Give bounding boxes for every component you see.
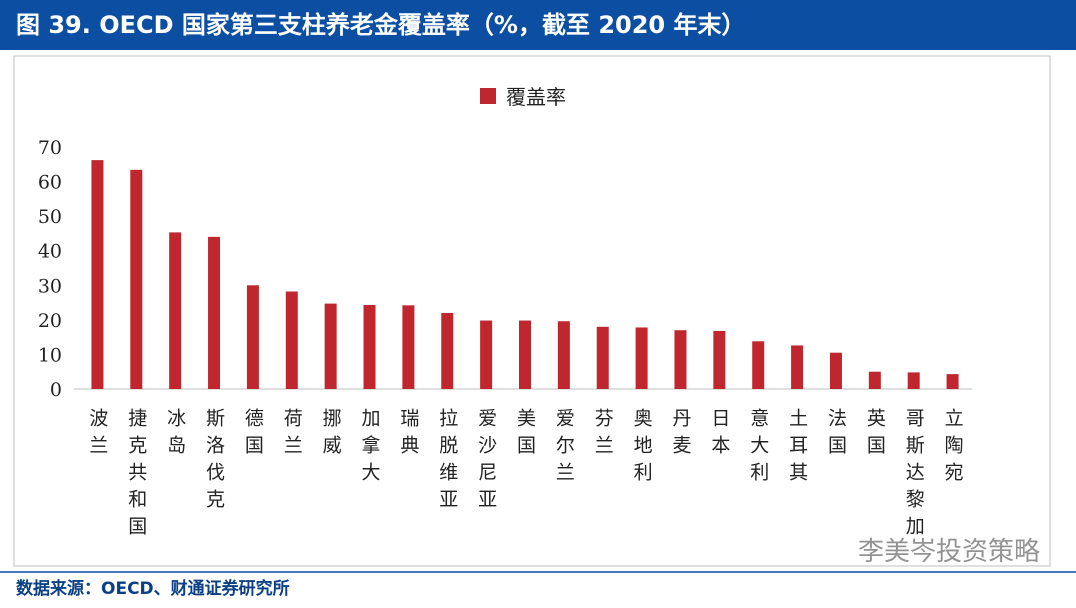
x-tick-label: 加拿大	[359, 408, 381, 489]
bar	[208, 236, 221, 389]
bar	[519, 320, 531, 389]
y-tick-label: 20	[38, 310, 62, 332]
x-tick-label: 斯洛伐克	[203, 408, 225, 516]
y-tick-label: 10	[38, 344, 62, 366]
bar	[635, 327, 648, 389]
y-tick-label: 30	[38, 275, 62, 297]
x-tick-label: 爱沙尼亚	[475, 408, 497, 516]
bar	[363, 304, 376, 389]
x-tick-label: 捷克共和国	[125, 408, 147, 543]
bar	[868, 371, 881, 389]
bar	[557, 321, 570, 389]
x-tick-label: 法国	[825, 408, 847, 462]
x-tick-label: 德国	[242, 408, 264, 462]
x-tick-label: 立陶宛	[942, 408, 964, 489]
x-tick-label: 丹麦	[669, 408, 691, 462]
bar	[91, 160, 104, 389]
x-tick-label: 爱尔兰	[553, 408, 575, 489]
y-tick-label: 0	[50, 379, 62, 401]
y-tick-label: 50	[38, 206, 62, 228]
y-tick-label: 70	[38, 137, 62, 159]
x-tick-label: 冰岛	[164, 408, 186, 462]
bar	[324, 303, 337, 389]
x-tick-label: 瑞典	[397, 408, 419, 462]
bar	[791, 345, 804, 389]
y-tick-label: 60	[38, 172, 62, 194]
x-tick-label: 奥地利	[631, 408, 653, 489]
x-tick-label: 哥斯达黎加	[903, 408, 925, 543]
bar	[829, 352, 842, 389]
chart-frame	[13, 55, 1051, 567]
x-tick-label: 英国	[864, 408, 886, 462]
source-note: 数据来源：OECD、财通证券研究所	[16, 578, 290, 599]
bar	[480, 320, 493, 389]
x-tick-label: 芬兰	[592, 408, 614, 462]
bar	[130, 169, 143, 389]
bar	[441, 312, 454, 389]
chart-title: 图 39. OECD 国家第三支柱养老金覆盖率（%，截至 2020 年末）	[16, 11, 745, 39]
x-tick-label: 波兰	[86, 408, 108, 462]
x-tick-label: 日本	[708, 408, 730, 462]
legend-swatch	[480, 88, 496, 104]
legend-label: 覆盖率	[506, 85, 566, 109]
bar	[907, 372, 920, 389]
watermark: 李美岑投资策略	[858, 537, 1040, 567]
x-tick-label: 挪威	[320, 408, 342, 462]
x-tick-label: 意大利	[747, 408, 769, 489]
x-tick-label: 土耳其	[786, 408, 808, 489]
bar	[402, 305, 415, 389]
bar	[674, 330, 687, 389]
x-tick-label: 美国	[514, 408, 536, 462]
bar	[285, 291, 298, 389]
x-tick-label: 荷兰	[281, 408, 303, 462]
bar	[169, 232, 182, 389]
title-bar	[0, 0, 1076, 50]
bar	[596, 326, 609, 389]
bar	[946, 374, 959, 389]
bar	[713, 330, 726, 389]
x-tick-label: 拉脱维亚	[436, 408, 458, 516]
bar	[752, 341, 765, 389]
bar	[246, 285, 259, 389]
y-tick-label: 40	[38, 241, 62, 263]
